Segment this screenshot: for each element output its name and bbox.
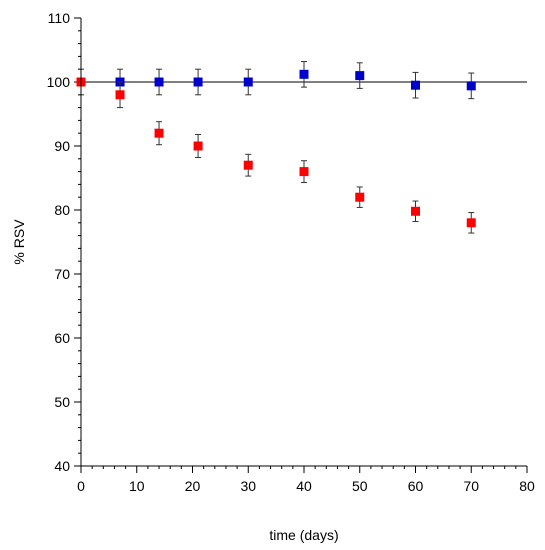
data-point: [411, 206, 420, 216]
data-point: [115, 90, 125, 100]
tick-labels: 0 10 20 30 40 50 60 70 80 40 50 60 70 80 90 100 110: [47, 10, 535, 494]
y-tick-label: 70: [54, 266, 70, 282]
x-tick-label: 0: [77, 478, 85, 494]
minor-ticks: [78, 30, 517, 469]
data-point: [243, 160, 253, 170]
x-tick-label: 30: [240, 478, 256, 494]
y-tick-label: 80: [54, 202, 70, 218]
data-point: [154, 128, 164, 138]
x-tick-label: 60: [408, 478, 424, 494]
data-point: [355, 71, 365, 81]
x-tick-label: 40: [296, 478, 312, 494]
data-point: [243, 77, 253, 87]
y-tick-label: 100: [47, 74, 71, 90]
data-point: [193, 141, 203, 151]
y-axis-title: % RSV: [11, 219, 27, 265]
data-point: [466, 81, 476, 91]
data-point: [154, 77, 164, 87]
y-tick-label: 110: [48, 10, 71, 26]
data-point: [466, 218, 476, 228]
y-tick-label: 50: [54, 394, 70, 410]
x-tick-label: 10: [129, 478, 145, 494]
y-tick-label: 90: [54, 138, 70, 154]
data-point: [355, 192, 365, 202]
data-point: [411, 80, 420, 90]
data-point: [299, 167, 309, 177]
x-tick-label: 20: [185, 478, 201, 494]
major-ticks: [74, 17, 528, 473]
x-tick-label: 70: [463, 478, 479, 494]
x-tick-label: 50: [352, 478, 368, 494]
y-tick-label: 60: [54, 330, 70, 346]
y-tick-label: 40: [54, 458, 70, 474]
data-point: [193, 77, 203, 87]
series-layer: [76, 61, 476, 234]
x-axis-title: time (days): [269, 527, 338, 543]
x-tick-label: 80: [519, 478, 535, 494]
series-0: [76, 61, 476, 100]
data-point: [299, 69, 309, 79]
